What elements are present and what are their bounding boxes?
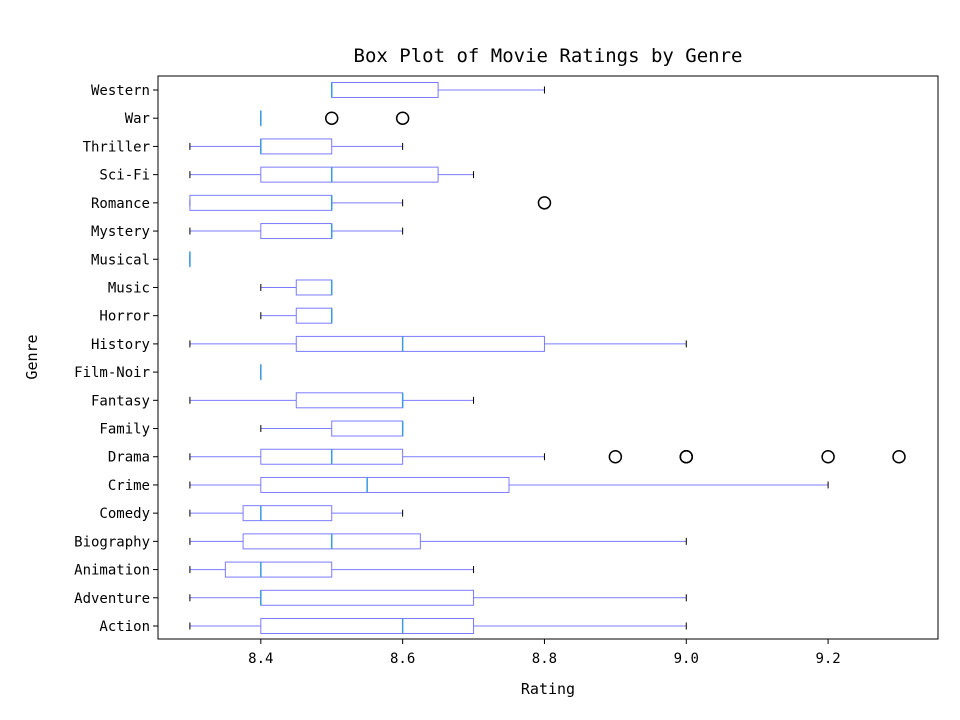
y-tick-label-music: Music	[108, 280, 150, 296]
box-biography	[189, 533, 687, 550]
plot-area-frame	[157, 75, 939, 640]
box-family	[260, 420, 404, 437]
box-comedy	[189, 505, 404, 522]
y-tick-label-film-noir: Film-Noir	[74, 365, 150, 381]
y-tick-label-history: History	[91, 337, 150, 353]
y-tick-label-sci-fi: Sci-Fi	[99, 168, 150, 184]
iqr-box	[260, 138, 333, 155]
outlier-point	[679, 449, 694, 464]
y-tick-label-fantasy: Fantasy	[91, 393, 150, 409]
y-tick-label-war: War	[125, 111, 150, 127]
y-tick-label-drama: Drama	[108, 450, 150, 466]
y-tick-label-horror: Horror	[99, 309, 150, 325]
box-crime	[189, 476, 829, 493]
box-war	[260, 110, 410, 127]
iqr-box	[260, 223, 333, 240]
outlier-point	[324, 111, 339, 125]
chart-title: Box Plot of Movie Ratings by Genre	[354, 45, 743, 67]
box-history	[189, 335, 687, 352]
box-mystery	[189, 223, 404, 240]
y-tick-label-thriller: Thriller	[83, 139, 150, 155]
iqr-box	[295, 392, 404, 409]
box-adventure	[189, 589, 687, 606]
box-western	[330, 82, 545, 98]
box-thriller	[189, 138, 404, 155]
y-axis-ticks: Action Adventure Animation Biography Comedy C…	[74, 83, 158, 635]
y-tick-label-western: Western	[91, 83, 150, 99]
y-tick-label-mystery: Mystery	[91, 224, 150, 240]
iqr-box	[295, 279, 333, 296]
outlier-point	[892, 449, 906, 464]
box-horror	[260, 307, 333, 324]
y-tick-label-action: Action	[99, 619, 150, 635]
iqr-box	[260, 166, 439, 183]
box-action	[189, 618, 687, 634]
x-axis-label: Rating	[521, 680, 575, 698]
boxes-layer	[189, 82, 906, 634]
outlier-point	[608, 449, 623, 464]
box-romance	[189, 194, 552, 211]
iqr-box	[224, 561, 333, 578]
x-tick-label: 9.2	[815, 651, 840, 667]
y-tick-label-family: Family	[99, 422, 150, 438]
outlier-point	[821, 449, 835, 464]
iqr-box	[331, 82, 439, 98]
y-tick-label-comedy: Comedy	[99, 506, 150, 522]
iqr-box	[242, 505, 333, 522]
y-tick-label-romance: Romance	[91, 196, 150, 212]
y-tick-label-crime: Crime	[108, 478, 150, 494]
box-sci-fi	[189, 166, 475, 183]
x-axis-ticks: 8.4 8.6 8.8 9.0 9.2	[248, 639, 841, 667]
iqr-box	[260, 589, 475, 606]
iqr-box	[260, 476, 510, 493]
outlier-point	[537, 196, 552, 210]
iqr-box	[295, 335, 545, 352]
x-tick-label: 9.0	[674, 651, 699, 667]
y-tick-label-musical: Musical	[91, 252, 150, 268]
x-tick-label: 8.6	[390, 651, 415, 667]
y-axis-label: Genre	[23, 334, 41, 379]
box-fantasy	[189, 392, 475, 409]
y-tick-label-biography: Biography	[74, 534, 150, 550]
x-tick-label: 8.4	[248, 651, 273, 667]
outlier-point	[395, 111, 410, 125]
iqr-box	[189, 194, 333, 211]
x-tick-label: 8.8	[532, 651, 557, 667]
box-music	[260, 279, 333, 296]
iqr-box	[260, 618, 475, 634]
y-tick-label-animation: Animation	[74, 563, 150, 579]
y-tick-label-adventure: Adventure	[74, 591, 150, 607]
box-animation	[189, 561, 475, 578]
iqr-box	[331, 420, 404, 437]
iqr-box	[295, 307, 333, 324]
box-drama	[189, 448, 906, 465]
